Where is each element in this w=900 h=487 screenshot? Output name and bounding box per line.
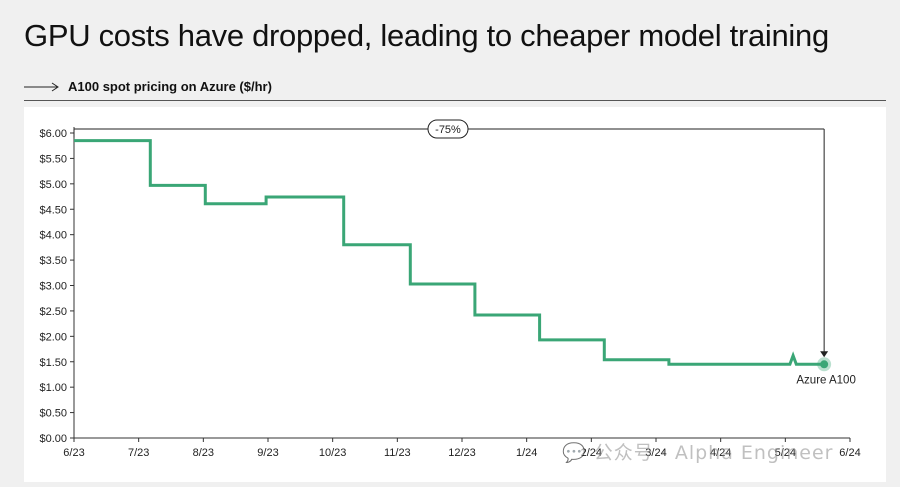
chart-subtitle: A100 spot pricing on Azure ($/hr) bbox=[68, 79, 272, 94]
annotation-pill bbox=[427, 119, 469, 139]
x-tick-label: 10/23 bbox=[319, 447, 347, 459]
arrow-right-icon bbox=[24, 82, 59, 92]
y-tick-label: $3.00 bbox=[39, 281, 67, 293]
series-group: Azure A100 bbox=[74, 139, 856, 386]
end-point-marker bbox=[820, 360, 829, 369]
x-tick-label: 1/24 bbox=[516, 447, 537, 459]
y-tick-label: $1.50 bbox=[39, 357, 67, 369]
annotation-label: -75% bbox=[435, 124, 461, 136]
x-axis-ticks: 6/23 7/23 8/23 9/23 10/23 11/23 12/23 1/24 2/24 3… bbox=[63, 438, 861, 459]
series-label: Azure A100 bbox=[796, 374, 855, 386]
x-tick-label: 4/24 bbox=[710, 447, 731, 459]
line-chart: $0.00 $0.50 $1.00 $1.50 $2.00 $2.50 $3.00 $3.50… bbox=[39, 119, 861, 459]
x-tick-label: 9/23 bbox=[257, 447, 278, 459]
watermark: 💬 公众号 · Alpha Engineer bbox=[562, 442, 834, 464]
y-tick-label: $4.50 bbox=[39, 204, 67, 216]
series-line bbox=[74, 139, 825, 366]
x-tick-label: 5/24 bbox=[775, 447, 796, 459]
x-tick-label: 7/23 bbox=[128, 447, 149, 459]
y-tick-label: $0.00 bbox=[39, 433, 67, 445]
y-tick-label: $5.50 bbox=[39, 153, 67, 165]
x-tick-label: 6/23 bbox=[63, 447, 84, 459]
y-tick-label: $6.00 bbox=[39, 128, 67, 140]
annotation-group: -75% bbox=[73, 119, 829, 358]
x-tick-label: 12/23 bbox=[448, 447, 476, 459]
x-tick-label: 2/24 bbox=[581, 447, 602, 459]
chart-subtitle-row: A100 spot pricing on Azure ($/hr) bbox=[24, 78, 886, 101]
y-tick-label: $3.50 bbox=[39, 255, 67, 267]
y-tick-label: $0.50 bbox=[39, 408, 67, 420]
x-tick-label: 11/23 bbox=[384, 447, 411, 459]
annotation-arrowhead bbox=[820, 351, 829, 358]
x-tick-label: 6/24 bbox=[839, 447, 860, 459]
y-tick-label: $4.00 bbox=[39, 230, 67, 242]
y-tick-label: $2.50 bbox=[39, 306, 67, 318]
chart-panel: $0.00 $0.50 $1.00 $1.50 $2.00 $2.50 $3.00 $3.50… bbox=[24, 107, 886, 482]
y-tick-label: $1.00 bbox=[39, 382, 67, 394]
y-axis-ticks: $0.00 $0.50 $1.00 $1.50 $2.00 $2.50 $3.00 $3.50… bbox=[39, 128, 74, 445]
y-tick-label: $5.00 bbox=[39, 179, 67, 191]
x-tick-label: 3/24 bbox=[645, 447, 666, 459]
y-tick-label: $2.00 bbox=[39, 331, 67, 343]
x-tick-label: 8/23 bbox=[193, 447, 214, 459]
page-title: GPU costs have dropped, leading to cheap… bbox=[24, 18, 829, 53]
